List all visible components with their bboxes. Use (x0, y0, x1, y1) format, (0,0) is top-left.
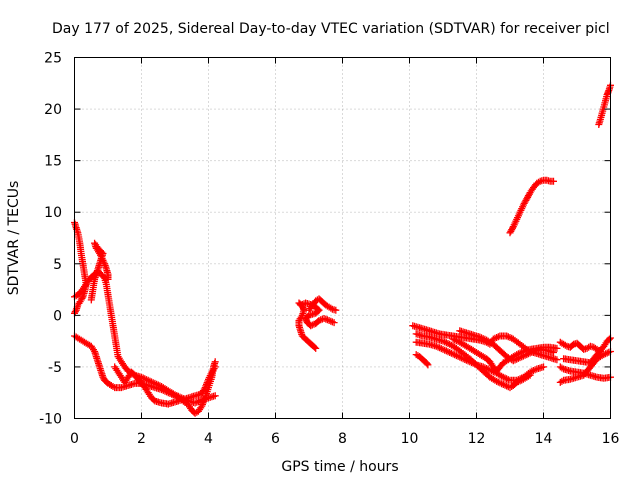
data-point (307, 322, 315, 330)
data-point (603, 349, 611, 357)
series-arc14 (456, 327, 557, 365)
data-point (71, 308, 79, 316)
data-point (332, 306, 340, 314)
y-tick-label: -10 (39, 412, 62, 428)
data-point (168, 390, 176, 398)
data-point (501, 381, 509, 389)
data-point (211, 363, 219, 371)
series-arc11 (412, 351, 432, 369)
data-point (503, 332, 511, 340)
data-point (139, 374, 147, 382)
series-arc16 (556, 338, 604, 355)
data-point (322, 315, 330, 323)
data-point (550, 349, 557, 356)
y-tick-label: 25 (44, 51, 62, 67)
series-arc7 (297, 299, 338, 330)
data-points (71, 81, 614, 417)
data-point (423, 360, 431, 368)
x-tick-labels: 0 2 4 6 8 10 12 14 16 (70, 431, 619, 447)
series-arc20 (595, 81, 614, 128)
x-tick-label: 8 (338, 431, 347, 447)
series-arc5 (111, 363, 219, 408)
data-point (501, 374, 509, 382)
data-point (494, 333, 502, 341)
data-point (312, 344, 320, 352)
data-point (330, 319, 338, 327)
y-tick-labels: -10 -5 0 5 10 15 20 25 (39, 51, 62, 428)
data-point (461, 356, 469, 363)
data-point (493, 334, 501, 341)
data-point (456, 353, 464, 361)
data-point (449, 350, 457, 358)
data-point (550, 177, 557, 185)
y-tick-label: 20 (44, 102, 62, 118)
data-point (327, 304, 335, 312)
data-point (211, 392, 219, 400)
data-point (311, 343, 319, 351)
data-point (104, 275, 112, 283)
data-point (201, 396, 208, 403)
data-point (202, 382, 210, 390)
series-arc15 (506, 176, 557, 237)
data-point (516, 375, 524, 383)
y-tick-label: 0 (53, 308, 62, 324)
data-point (540, 363, 547, 371)
series-arc3 (87, 239, 112, 304)
x-axis-title: GPS time / hours (281, 459, 398, 475)
data-point (523, 195, 531, 203)
data-point (424, 361, 432, 369)
data-point (198, 402, 206, 410)
series-arc19 (556, 348, 614, 386)
x-tick-label: 16 (602, 431, 620, 447)
data-point (553, 356, 561, 364)
data-point (558, 377, 566, 385)
x-tick-label: 0 (70, 431, 79, 447)
x-tick-label: 12 (468, 431, 486, 447)
y-tick-label: 15 (44, 154, 62, 170)
data-point (523, 351, 531, 359)
data-point (553, 344, 561, 352)
data-point (442, 347, 450, 355)
data-point (528, 367, 536, 375)
data-point (494, 378, 502, 386)
y-tick-label: 5 (53, 257, 62, 273)
data-point (468, 359, 475, 366)
y-tick-label: -5 (48, 360, 62, 376)
data-point (200, 385, 208, 393)
series-arc1 (71, 219, 90, 317)
series-arc8 (305, 295, 340, 314)
x-tick-label: 4 (204, 431, 213, 447)
gridlines (74, 57, 611, 419)
series-arc12 (412, 338, 547, 384)
data-point (434, 343, 442, 351)
data-point (483, 365, 491, 372)
x-tick-label: 6 (271, 431, 280, 447)
data-point (199, 399, 207, 407)
data-point (161, 387, 169, 395)
x-tick-label: 14 (535, 431, 553, 447)
data-point (514, 354, 522, 362)
x-tick-label: 2 (137, 431, 146, 447)
data-point (605, 335, 613, 343)
data-point (442, 339, 450, 347)
data-point (508, 226, 516, 234)
series-arc4 (71, 332, 219, 417)
y-tick-label: 10 (44, 205, 62, 221)
data-point (327, 317, 335, 325)
x-tick-label: 10 (401, 431, 419, 447)
chart-title: Day 177 of 2025, Sidereal Day-to-day VTE… (52, 21, 610, 37)
axis-ticks (74, 57, 611, 419)
y-axis-title: SDTVAR / TECUs (6, 181, 22, 296)
data-point (449, 335, 457, 343)
